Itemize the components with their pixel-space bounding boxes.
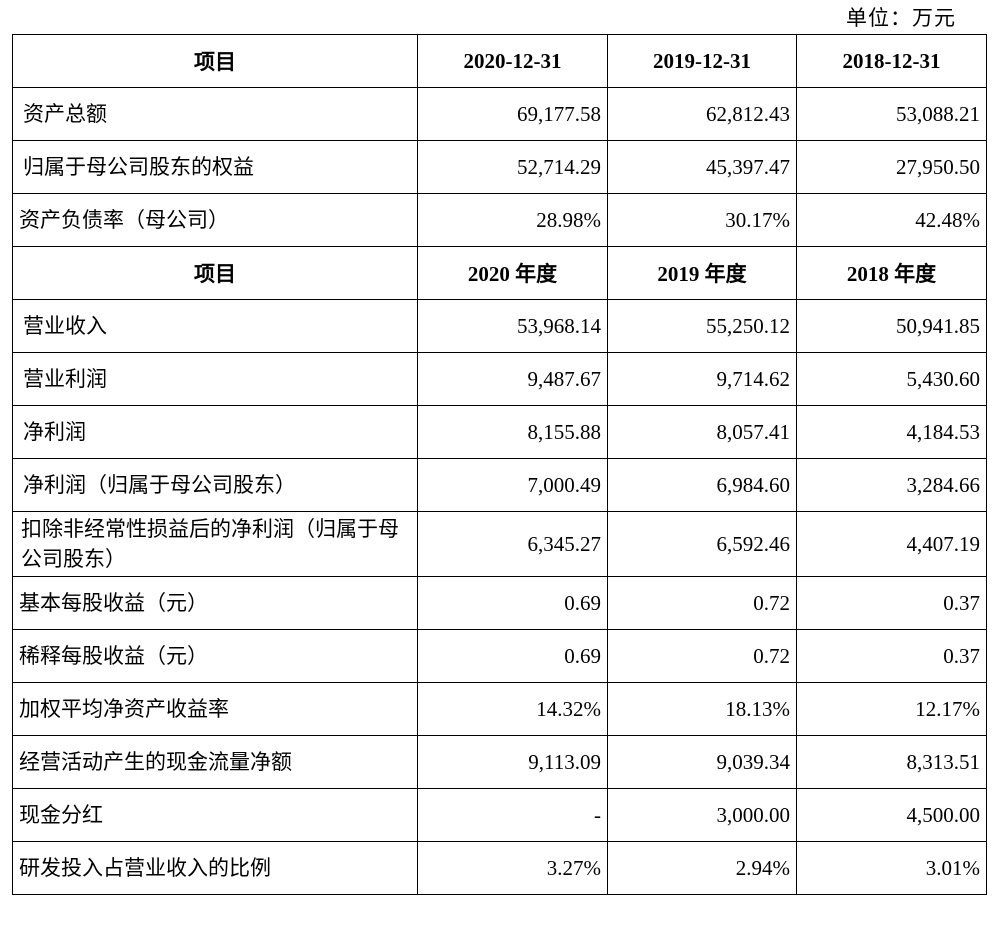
cell-value: 27,950.50	[796, 140, 987, 194]
row-label: 净利润（归属于母公司股东）	[12, 458, 418, 512]
row-label: 现金分红	[12, 788, 418, 842]
cell-value: 9,714.62	[607, 352, 797, 406]
cell-value: 6,592.46	[607, 511, 797, 577]
row-label: 营业收入	[12, 299, 418, 353]
cell-value: 5,430.60	[796, 352, 987, 406]
row-label: 归属于母公司股东的权益	[12, 140, 418, 194]
cell-value: 4,184.53	[796, 405, 987, 459]
row-label: 扣除非经常性损益后的净利润（归属于母公司股东）	[12, 511, 418, 577]
header-2018-12-31: 2018-12-31	[796, 34, 987, 88]
cell-value: 6,345.27	[417, 511, 608, 577]
table-row: 加权平均净资产收益率 14.32% 18.13% 12.17%	[12, 682, 987, 736]
cell-value: 53,088.21	[796, 87, 987, 141]
table-row: 资产总额 69,177.58 62,812.43 53,088.21	[12, 87, 987, 141]
header-2018: 2018 年度	[796, 246, 987, 300]
cell-value: 4,500.00	[796, 788, 987, 842]
header-2020: 2020 年度	[417, 246, 608, 300]
table-row: 基本每股收益（元） 0.69 0.72 0.37	[12, 576, 987, 630]
cell-value: 8,313.51	[796, 735, 987, 789]
cell-value: 4,407.19	[796, 511, 987, 577]
cell-value: 45,397.47	[607, 140, 797, 194]
row-label: 稀释每股收益（元）	[12, 629, 418, 683]
cell-value: 0.72	[607, 576, 797, 630]
header-row-income: 项目 2020 年度 2019 年度 2018 年度	[12, 246, 987, 300]
cell-value: 52,714.29	[417, 140, 608, 194]
cell-value: 0.69	[417, 629, 608, 683]
unit-label: 单位：万元	[846, 6, 956, 30]
cell-value: 6,984.60	[607, 458, 797, 512]
cell-value: 3,284.66	[796, 458, 987, 512]
row-label: 营业利润	[12, 352, 418, 406]
cell-value: 9,487.67	[417, 352, 608, 406]
row-label: 资产负债率（母公司）	[12, 193, 418, 247]
cell-value: 0.37	[796, 576, 987, 630]
cell-value: 0.37	[796, 629, 987, 683]
row-label: 净利润	[12, 405, 418, 459]
cell-value: 30.17%	[607, 193, 797, 247]
table-row: 稀释每股收益（元） 0.69 0.72 0.37	[12, 629, 987, 683]
cell-value: 8,057.41	[607, 405, 797, 459]
cell-value: 14.32%	[417, 682, 608, 736]
table-row: 现金分红 - 3,000.00 4,500.00	[12, 788, 987, 842]
cell-value: 3.27%	[417, 841, 608, 895]
header-2019: 2019 年度	[607, 246, 797, 300]
table-row: 扣除非经常性损益后的净利润（归属于母公司股东） 6,345.27 6,592.4…	[12, 511, 987, 577]
row-label: 经营活动产生的现金流量净额	[12, 735, 418, 789]
table-row: 研发投入占营业收入的比例 3.27% 2.94% 3.01%	[12, 841, 987, 895]
table-row: 资产负债率（母公司） 28.98% 30.17% 42.48%	[12, 193, 987, 247]
header-2020-12-31: 2020-12-31	[417, 34, 608, 88]
row-label: 基本每股收益（元）	[12, 576, 418, 630]
cell-value: 7,000.49	[417, 458, 608, 512]
header-item: 项目	[12, 34, 418, 88]
header-item: 项目	[12, 246, 418, 300]
table-row: 归属于母公司股东的权益 52,714.29 45,397.47 27,950.5…	[12, 140, 987, 194]
header-2019-12-31: 2019-12-31	[607, 34, 797, 88]
financial-table: 项目 2020-12-31 2019-12-31 2018-12-31 资产总额…	[12, 34, 987, 895]
cell-value: 53,968.14	[417, 299, 608, 353]
cell-value: 42.48%	[796, 193, 987, 247]
row-label: 研发投入占营业收入的比例	[12, 841, 418, 895]
cell-value: 9,113.09	[417, 735, 608, 789]
cell-value: 18.13%	[607, 682, 797, 736]
cell-value: 8,155.88	[417, 405, 608, 459]
cell-value: -	[417, 788, 608, 842]
cell-value: 3.01%	[796, 841, 987, 895]
cell-value: 12.17%	[796, 682, 987, 736]
header-row-balance: 项目 2020-12-31 2019-12-31 2018-12-31	[12, 34, 987, 88]
cell-value: 0.69	[417, 576, 608, 630]
cell-value: 69,177.58	[417, 87, 608, 141]
table-row: 营业利润 9,487.67 9,714.62 5,430.60	[12, 352, 987, 406]
cell-value: 50,941.85	[796, 299, 987, 353]
cell-value: 3,000.00	[607, 788, 797, 842]
row-label: 资产总额	[12, 87, 418, 141]
cell-value: 62,812.43	[607, 87, 797, 141]
table-row: 经营活动产生的现金流量净额 9,113.09 9,039.34 8,313.51	[12, 735, 987, 789]
cell-value: 0.72	[607, 629, 797, 683]
cell-value: 55,250.12	[607, 299, 797, 353]
row-label: 加权平均净资产收益率	[12, 682, 418, 736]
cell-value: 9,039.34	[607, 735, 797, 789]
cell-value: 28.98%	[417, 193, 608, 247]
table-row: 营业收入 53,968.14 55,250.12 50,941.85	[12, 299, 987, 353]
cell-value: 2.94%	[607, 841, 797, 895]
table-row: 净利润（归属于母公司股东） 7,000.49 6,984.60 3,284.66	[12, 458, 987, 512]
table-row: 净利润 8,155.88 8,057.41 4,184.53	[12, 405, 987, 459]
